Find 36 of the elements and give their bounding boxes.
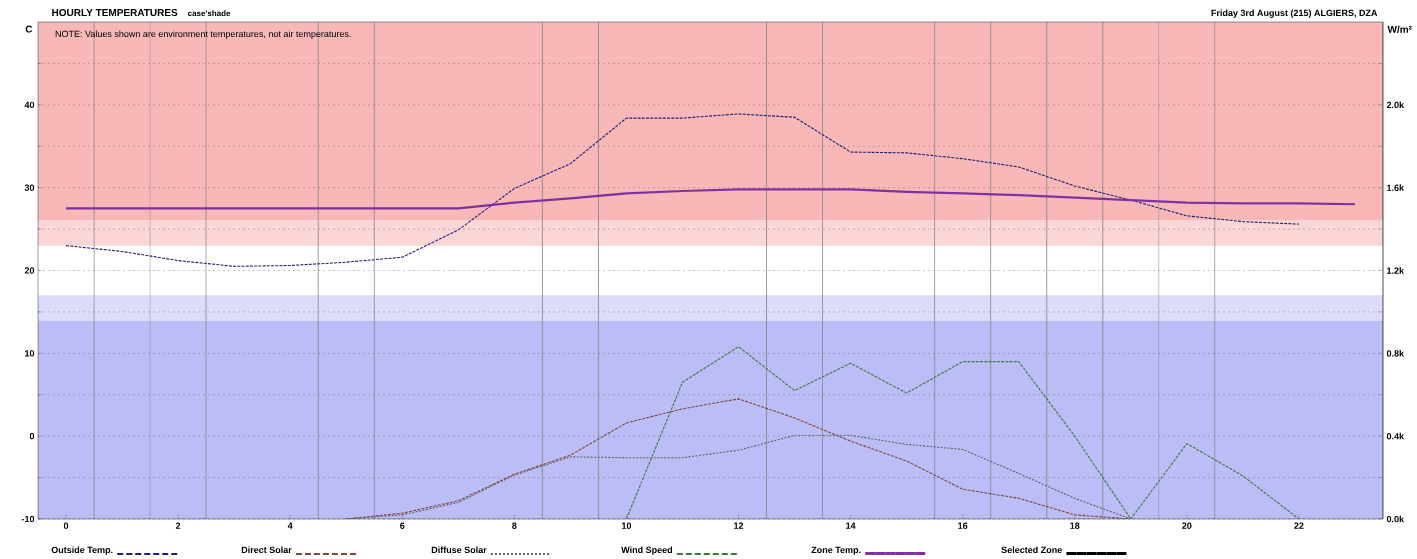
legend-label: Outside Temp. — [51, 546, 113, 555]
x-tick-label: 22 — [1294, 522, 1304, 529]
x-tick-label: 6 — [400, 522, 405, 529]
y-tick-label: 0 — [29, 432, 35, 440]
y2-tick-label: 1.6k — [1387, 184, 1405, 191]
text: Friday 3rd August (215) ALGIERS, DZA — [1211, 9, 1378, 18]
y2-tick-label: 1.2k — [1387, 267, 1405, 274]
y-axis-title: C — [25, 25, 33, 33]
x-tick-label: 2 — [175, 522, 181, 529]
legend-label: Direct Solar — [241, 546, 292, 554]
x-tick-label: 10 — [622, 522, 632, 529]
y2-tick-label: 0.0k — [1386, 515, 1405, 523]
y-tick-label: 10 — [25, 350, 35, 357]
chart-subtitle: case'shade — [187, 10, 231, 17]
legend-label: Selected Zone — [1001, 546, 1062, 554]
x-tick-label: 14 — [846, 522, 856, 529]
annotation: NOTE: Values shown are environment temperatures, not air temperatures. — [55, 30, 351, 39]
x-tick-label: 12 — [734, 522, 744, 529]
x-tick-label: 8 — [512, 522, 517, 529]
y2-tick-label: 0.8k — [1386, 350, 1405, 357]
y2-tick-label: 2.0k — [1386, 101, 1405, 109]
x-tick-label: 20 — [1182, 522, 1192, 529]
y-tick-label: 30 — [24, 184, 35, 191]
y2-axis-title: W/m² — [1387, 25, 1412, 33]
x-tick-label: 4 — [287, 522, 293, 529]
y-tick-label: 40 — [24, 101, 35, 109]
x-tick-label: 18 — [1070, 522, 1080, 529]
legend-label: Wind Speed — [621, 546, 673, 555]
y-tick-label: 20 — [24, 267, 35, 274]
x-tick-label: 0 — [63, 522, 69, 529]
x-tick-label: 16 — [958, 522, 968, 529]
legend-label: Diffuse Solar — [431, 546, 487, 554]
y2-tick-label: 0.4k — [1386, 432, 1405, 440]
y-tick-label: -10 — [21, 515, 35, 523]
legend-label: Zone Temp. — [811, 546, 861, 555]
chart-title: HOURLY TEMPERATURES — [52, 9, 178, 17]
